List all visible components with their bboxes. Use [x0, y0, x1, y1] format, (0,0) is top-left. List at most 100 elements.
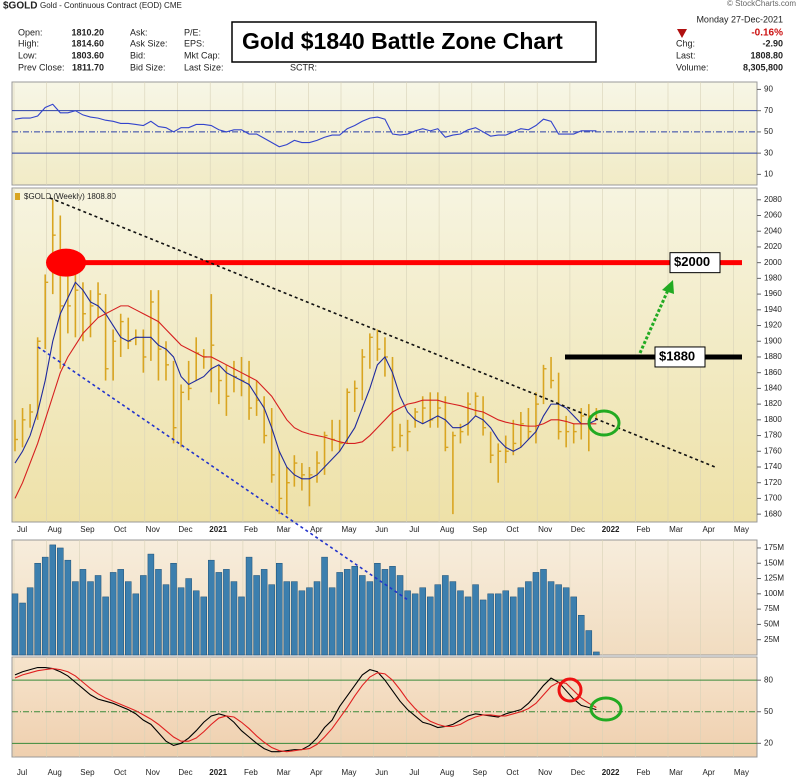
volume-bar	[502, 590, 509, 656]
volume-bar	[479, 599, 487, 656]
volume-bar	[381, 569, 389, 656]
quote-value: -2.90	[762, 38, 783, 48]
field-label: Open:	[18, 27, 43, 37]
volume-bar	[72, 581, 79, 656]
volume-bar	[117, 569, 124, 656]
y-tick-label: 1780	[764, 431, 782, 440]
x-tick-label: Oct	[506, 768, 519, 777]
x-tick-label: Apr	[702, 525, 715, 534]
volume-bar	[313, 581, 321, 656]
volume-bar	[578, 614, 585, 656]
y-tick-label: 175M	[764, 543, 784, 552]
y-tick-label: 1860	[764, 368, 782, 377]
field-label: Bid Size:	[130, 62, 166, 72]
volume-bar	[79, 569, 87, 656]
volume-bar	[434, 584, 442, 656]
volume-bar	[494, 593, 502, 656]
down-arrow-icon	[677, 29, 687, 38]
level-label-box	[669, 252, 721, 274]
x-tick-label: Oct	[114, 768, 127, 777]
support-trendline	[37, 346, 409, 601]
quote-label: Volume:	[676, 62, 709, 72]
x-tick-label: Oct	[114, 525, 127, 534]
field-label: EPS:	[184, 38, 205, 48]
x-tick-label: Sep	[80, 525, 95, 534]
y-tick-label: 150M	[764, 558, 784, 567]
volume-bar	[215, 572, 223, 656]
volume-bar	[208, 559, 215, 656]
x-tick-label: Feb	[636, 525, 650, 534]
volume-bar	[532, 572, 540, 656]
volume-bar	[336, 572, 343, 656]
change-pct: -0.16%	[751, 28, 783, 39]
volume-bar	[291, 581, 298, 656]
y-tick-label: 1760	[764, 446, 782, 455]
y-tick-label: 2000	[764, 258, 782, 267]
stochastic-panel	[11, 656, 758, 758]
level-marker	[46, 248, 86, 277]
volume-bar	[26, 587, 34, 656]
x-tick-label: Mar	[669, 768, 683, 777]
x-tick-label: Mar	[277, 525, 291, 534]
y-tick-label: 2040	[764, 226, 782, 235]
x-tick-label: Dec	[178, 525, 192, 534]
x-tick-label: May	[341, 768, 356, 777]
title-box	[231, 21, 597, 63]
volume-bar	[411, 593, 419, 656]
x-tick-label: 2022	[602, 768, 620, 777]
volume-bar	[253, 575, 260, 656]
x-tick-label: Sep	[80, 768, 95, 777]
y-tick-label: 1800	[764, 415, 782, 424]
x-tick-label: 2022	[602, 525, 620, 534]
field-label: Low:	[18, 50, 37, 60]
volume-bar	[11, 593, 19, 656]
volume-bar	[562, 587, 570, 656]
field-label: SCTR:	[290, 62, 317, 72]
volume-bar	[41, 556, 49, 656]
y-tick-label: 1720	[764, 478, 782, 487]
x-tick-label: Oct	[506, 525, 519, 534]
volume-bar	[396, 575, 404, 656]
field-label: P/E:	[184, 27, 201, 37]
volume-bar	[555, 584, 562, 656]
y-tick-label: 2020	[764, 242, 782, 251]
level-label: $2000	[674, 254, 710, 269]
volume-bar	[487, 593, 494, 656]
green-circle	[589, 696, 623, 722]
indicator-line	[14, 668, 597, 753]
x-tick-label: Aug	[440, 525, 454, 534]
x-tick-label: Apr	[310, 768, 323, 777]
x-tick-label: Dec	[178, 768, 192, 777]
y-tick-label: 1840	[764, 384, 782, 393]
field-label: High:	[18, 38, 39, 48]
volume-bar	[570, 596, 577, 656]
x-tick-label: Feb	[244, 525, 258, 534]
y-tick-label: 1680	[764, 509, 782, 518]
volume-bar	[170, 562, 177, 656]
volume-bar	[177, 587, 185, 656]
price-label: $GOLD (Weekly) 1808.80	[24, 192, 116, 201]
y-tick-label: 1960	[764, 289, 782, 298]
x-tick-label: Jul	[409, 525, 419, 534]
volume-bar	[268, 584, 275, 656]
volume-bar	[102, 596, 109, 656]
quote-value: 8,305,800	[743, 62, 783, 72]
volume-bar	[230, 581, 238, 656]
red-circle	[557, 677, 583, 703]
volume-bar	[34, 562, 41, 656]
volume-bar	[140, 575, 147, 656]
x-tick-label: Jun	[375, 768, 388, 777]
volume-bar	[238, 596, 245, 656]
volume-bar	[245, 556, 253, 656]
field-label: Ask:	[130, 27, 148, 37]
y-tick-label: 1920	[764, 321, 782, 330]
y-tick-label: 50M	[764, 620, 780, 629]
volume-bar	[510, 596, 517, 656]
y-tick-label: 2060	[764, 211, 782, 220]
field-value: 1810.20	[71, 27, 104, 37]
description: Gold - Continuous Contract (EOD) CME	[40, 1, 182, 10]
quote-label: Last:	[676, 50, 696, 60]
volume-bar	[464, 596, 472, 656]
x-tick-label: Apr	[702, 768, 715, 777]
